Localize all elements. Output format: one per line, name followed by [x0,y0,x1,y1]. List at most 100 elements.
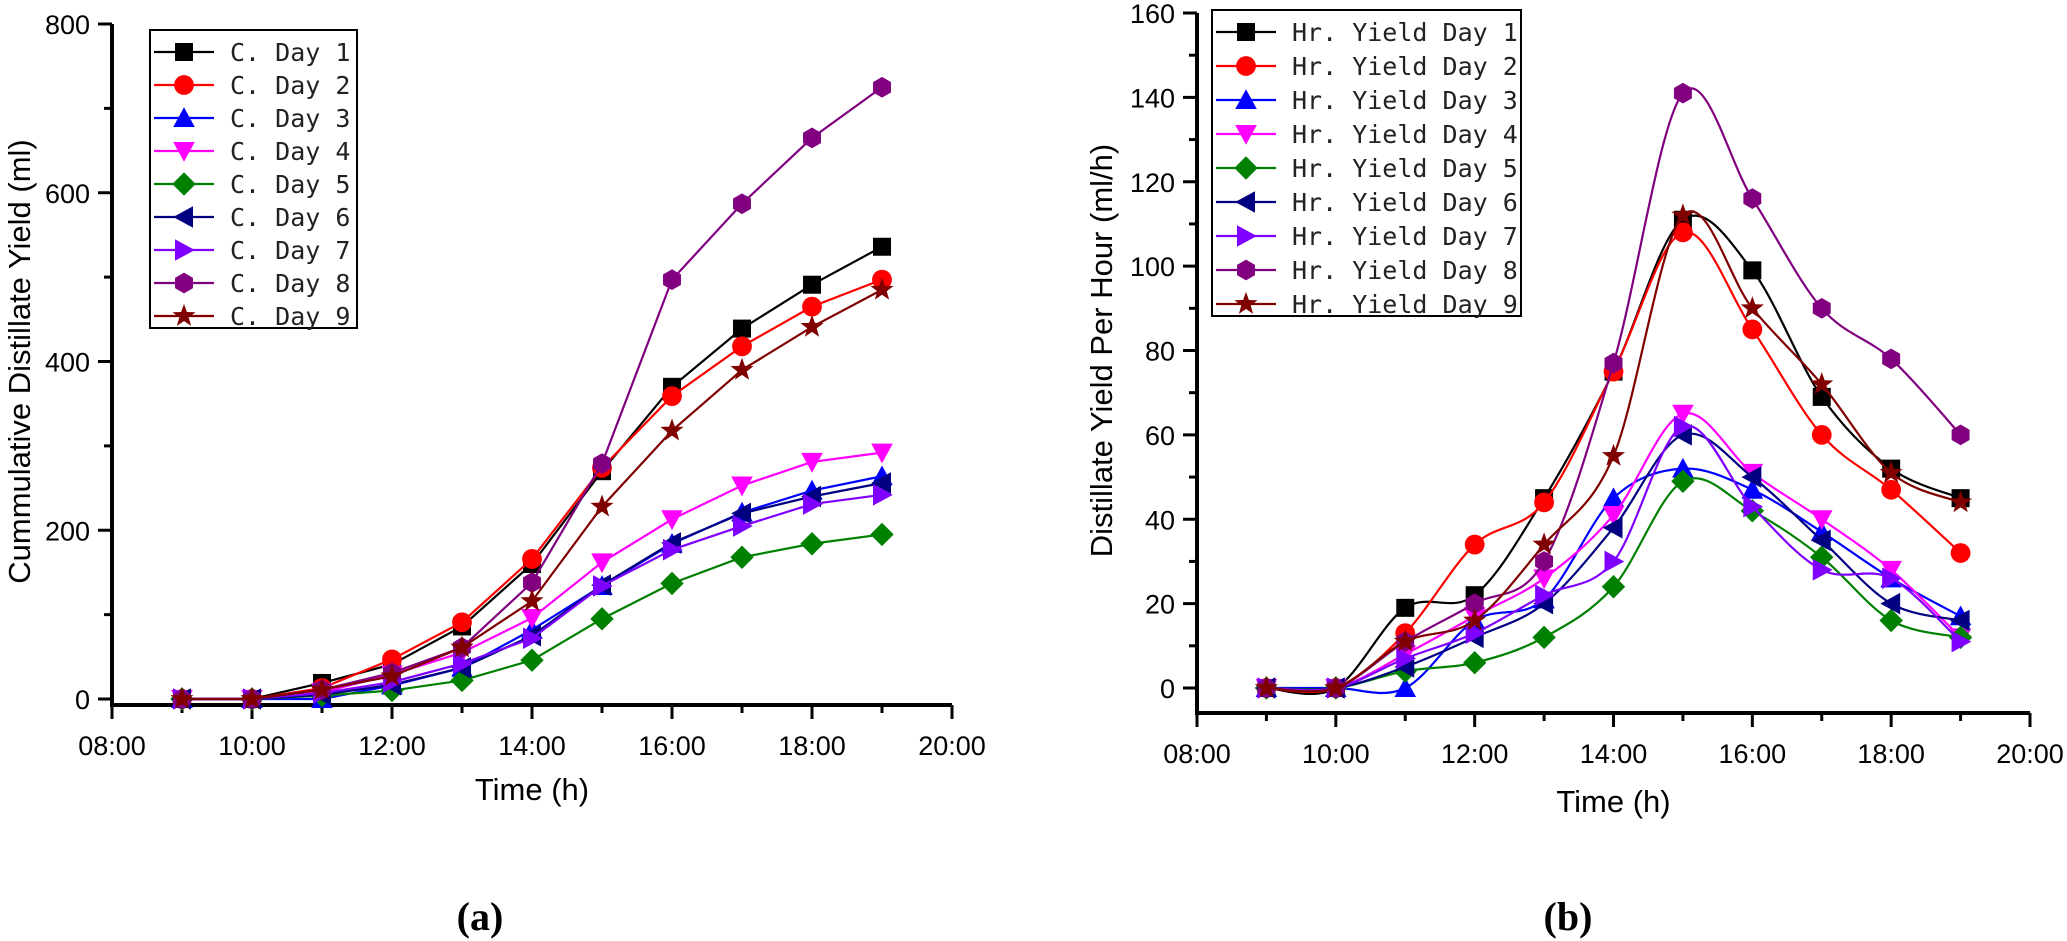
legend-marker [175,272,193,294]
legend-item: C. Day 2 [154,71,350,100]
data-point [1463,608,1487,631]
data-point [802,296,822,317]
data-point [662,386,682,406]
legend-item: C. Day 7 [154,236,350,265]
data-point [1604,352,1623,374]
legend-item: C. Day 8 [154,269,350,298]
legend-marker [175,239,195,261]
data-point [1810,372,1834,395]
data-point [663,538,683,561]
legend-label: C. Day 8 [230,269,350,298]
data-point [1741,466,1762,488]
data-point [1812,559,1833,581]
x-tick-label: 18:00 [1857,739,1925,769]
y-tick-label: 0 [75,685,90,715]
data-point [1951,424,1970,446]
legend-label: Hr. Yield Day 8 [1292,256,1518,285]
data-point [1324,675,1348,698]
legend-marker [1237,23,1255,41]
data-point [1882,348,1901,370]
data-point [1950,543,1971,563]
data-point [521,609,543,629]
data-point [1951,630,1972,653]
legend-item: C. Day 1 [154,38,350,67]
y-axis-title: Cummulative Distillate Yield (ml) [2,139,37,583]
data-point [1534,492,1554,513]
legend-item: Hr. Yield Day 9 [1216,290,1518,319]
caption-a: (a) [457,894,504,939]
data-point [1881,479,1902,500]
legend-label: Hr. Yield Day 2 [1292,52,1518,81]
data-point [1671,469,1695,493]
legend-marker [173,206,193,228]
data-point [733,515,753,537]
y-tick-label: 800 [45,10,90,40]
data-point [1880,560,1902,581]
data-point [731,476,753,497]
legend-marker [1235,191,1255,213]
legend: Hr. Yield Day 1 Hr. Yield Day 2 Hr. Yield … [1211,9,1522,319]
legend-marker [175,43,193,61]
x-tick-label: 10:00 [218,731,286,761]
legend-marker [1234,291,1258,314]
legend-marker [173,107,195,127]
data-point [1601,575,1626,599]
x-tick-label: 16:00 [638,731,706,761]
legend-label: C. Day 9 [230,302,350,331]
data-point [733,319,751,338]
data-point [1673,222,1693,243]
data-point [382,649,402,670]
data-point [873,237,891,256]
legend-label: Hr. Yield Day 9 [1292,290,1518,319]
legend-label: C. Day 5 [230,170,350,199]
data-point [593,453,611,474]
legend-item: Hr. Yield Day 6 [1216,188,1518,217]
data-point [803,275,821,294]
data-point [1740,296,1764,319]
data-point [660,418,684,441]
legend: C. Day 1 C. Day 2 C. Day 3 C. Day 4 C. Day 5… [149,29,358,331]
legend-label: C. Day 2 [230,71,350,100]
legend-marker [172,172,196,196]
data-point [1532,625,1556,650]
series-line [1266,477,1961,691]
data-point [522,549,542,569]
data-point [1602,506,1625,526]
legend-item: C. Day 5 [154,170,350,199]
legend-marker [1236,56,1256,76]
data-point [803,493,823,515]
y-tick-label: 160 [1130,0,1175,29]
data-point [1743,495,1764,518]
x-tick-label: 14:00 [498,731,566,761]
data-point [1673,415,1694,438]
data-point [591,553,613,574]
y-tick-label: 80 [1145,337,1175,367]
x-tick-label: 08:00 [78,731,146,761]
data-point [732,336,752,357]
data-point [1882,567,1902,590]
legend-marker [1235,89,1257,109]
data-point [800,532,824,556]
data-point [871,472,891,494]
legend-label: C. Day 4 [230,137,350,166]
data-point [1741,478,1764,499]
data-point [523,627,543,650]
legend-item: Hr. Yield Day 5 [1216,154,1518,183]
y-axis-title: Distillate Yield Per Hour (ml/h) [1084,144,1119,557]
data-point [873,484,893,506]
y-tick-label: 40 [1145,505,1175,535]
legend-label: Hr. Yield Day 3 [1292,86,1518,115]
data-point [380,664,404,687]
x-tick-label: 12:00 [358,731,426,761]
data-point [1464,534,1485,555]
data-point [240,686,264,709]
legend-marker [1234,156,1258,180]
x-tick-label: 12:00 [1441,739,1509,769]
x-axis-title: Time (h) [1556,784,1670,819]
data-point [730,545,754,569]
data-point [1672,404,1694,425]
legend-item: Hr. Yield Day 7 [1216,222,1518,251]
y-tick-label: 140 [1130,83,1175,113]
x-tick-label: 16:00 [1719,739,1787,769]
